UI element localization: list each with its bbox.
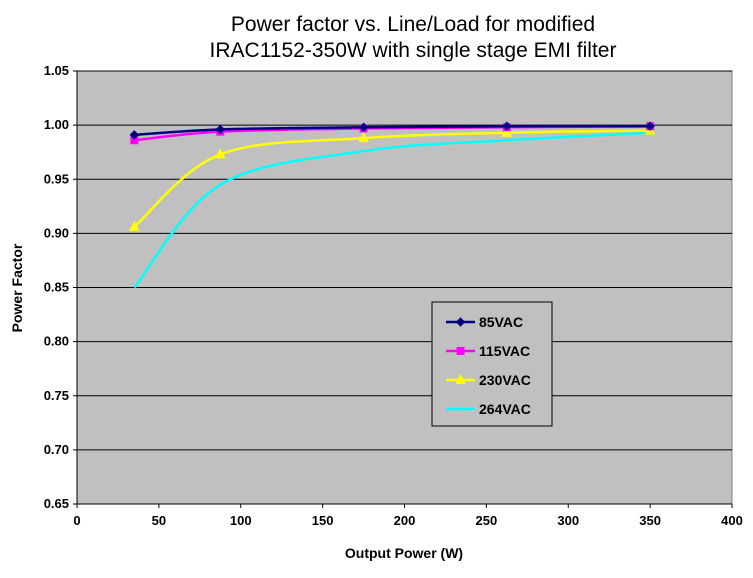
legend-label-230vac: 230VAC <box>479 372 531 388</box>
y-tick-label: 0.80 <box>44 334 69 349</box>
x-tick-label: 250 <box>476 513 498 528</box>
data-point-230vac <box>128 220 140 231</box>
y-tick-label: 0.85 <box>44 280 69 295</box>
series-lines <box>128 121 656 289</box>
legend-marker-85vac <box>455 317 466 327</box>
tick-labels: 1.05 1.00 0.95 0.90 0.85 0.80 0.75 0.70 0.65 0 50 1… <box>44 63 743 528</box>
data-point-230vac <box>358 132 369 143</box>
data-point-85vac <box>645 121 655 131</box>
y-tick-label: 0.75 <box>44 388 69 403</box>
legend-marker-230vac <box>455 373 466 384</box>
y-tick-label: 0.65 <box>44 496 69 511</box>
legend-entry-230vac: 230VAC <box>446 372 531 388</box>
y-tick-label: 1.00 <box>44 117 69 132</box>
y-tick-label: 0.90 <box>44 225 69 240</box>
legend: 85VAC 115VAC 230VAC 264VAC <box>431 301 553 427</box>
series-230vac <box>128 124 656 231</box>
chart-title: Power factor vs. Line/Load for modified <box>231 13 595 36</box>
legend-entry-264vac: 264VAC <box>446 401 531 417</box>
x-tick-label: 150 <box>312 513 334 528</box>
legend-entry-115vac: 115VAC <box>446 343 530 359</box>
data-point-85vac <box>502 121 512 131</box>
data-point-85vac <box>215 124 225 135</box>
legend-label-264vac: 264VAC <box>479 401 531 417</box>
series-264vac <box>133 131 651 289</box>
x-tick-label: 0 <box>73 513 80 528</box>
x-tick-label: 50 <box>152 513 166 528</box>
y-tick-label: 1.05 <box>44 63 69 78</box>
x-tick-label: 350 <box>639 513 661 528</box>
chart-subtitle: IRAC1152-350W with single stage EMI filt… <box>210 39 617 62</box>
data-point-85vac <box>129 130 140 140</box>
series-line-264vac <box>133 131 651 289</box>
y-axis-title: Power Factor <box>9 243 25 332</box>
x-tick-label: 200 <box>394 513 416 528</box>
data-point-230vac <box>501 126 513 137</box>
data-point-85vac <box>358 122 369 132</box>
y-tick-label: 0.95 <box>44 171 69 186</box>
legend-label-115vac: 115VAC <box>479 343 530 359</box>
axes <box>73 70 733 508</box>
legend-label-85vac: 85VAC <box>479 314 523 330</box>
x-axis-title: Output Power (W) <box>345 545 463 561</box>
data-point-230vac <box>214 148 226 159</box>
legend-entry-85vac: 85VAC <box>446 314 523 330</box>
series-85vac <box>129 121 655 140</box>
x-tick-label: 300 <box>557 513 579 528</box>
y-tick-label: 0.70 <box>44 442 69 457</box>
x-tick-label: 100 <box>230 513 252 528</box>
x-tick-label: 400 <box>721 513 743 528</box>
legend-marker-115vac <box>456 347 465 355</box>
